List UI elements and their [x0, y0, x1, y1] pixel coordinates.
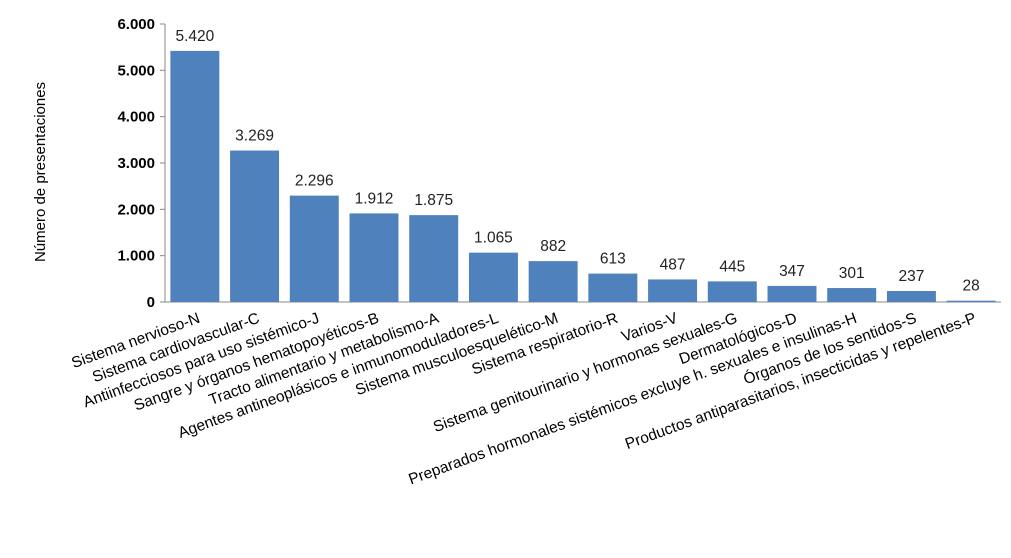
data-label: 2.296 — [295, 173, 334, 190]
bar — [349, 213, 399, 302]
y-tick-label: 0 — [147, 294, 155, 311]
data-label: 301 — [839, 265, 865, 282]
bar — [468, 252, 518, 302]
data-label: 1.912 — [355, 190, 394, 207]
y-tick-label: 2.000 — [117, 201, 155, 218]
data-label: 237 — [898, 268, 924, 285]
y-tick-label: 3.000 — [117, 155, 155, 172]
data-label: 28 — [963, 278, 980, 295]
data-label: 613 — [600, 251, 626, 268]
data-label: 487 — [660, 256, 686, 273]
bar — [409, 215, 459, 302]
y-tick-label: 5.000 — [117, 62, 155, 79]
data-label: 445 — [719, 258, 745, 275]
y-axis-title: Número de presentaciones — [32, 82, 49, 262]
y-tick-label: 4.000 — [117, 109, 155, 126]
bar — [886, 291, 936, 302]
bar — [707, 281, 757, 302]
bar — [648, 279, 698, 302]
bar — [528, 261, 578, 302]
data-label: 3.269 — [235, 128, 274, 145]
bar — [827, 288, 877, 302]
data-label: 1.065 — [474, 230, 513, 247]
data-label: 1.875 — [414, 192, 453, 209]
data-label: 347 — [779, 263, 805, 280]
y-tick-label: 6.000 — [117, 16, 155, 33]
bar — [946, 300, 996, 302]
bar — [289, 195, 339, 302]
bar — [230, 150, 280, 302]
bar — [767, 285, 817, 302]
bar — [588, 273, 638, 302]
data-label: 882 — [540, 238, 566, 255]
y-tick-label: 1.000 — [117, 248, 155, 265]
data-label: 5.420 — [175, 28, 214, 45]
bar — [170, 50, 220, 302]
